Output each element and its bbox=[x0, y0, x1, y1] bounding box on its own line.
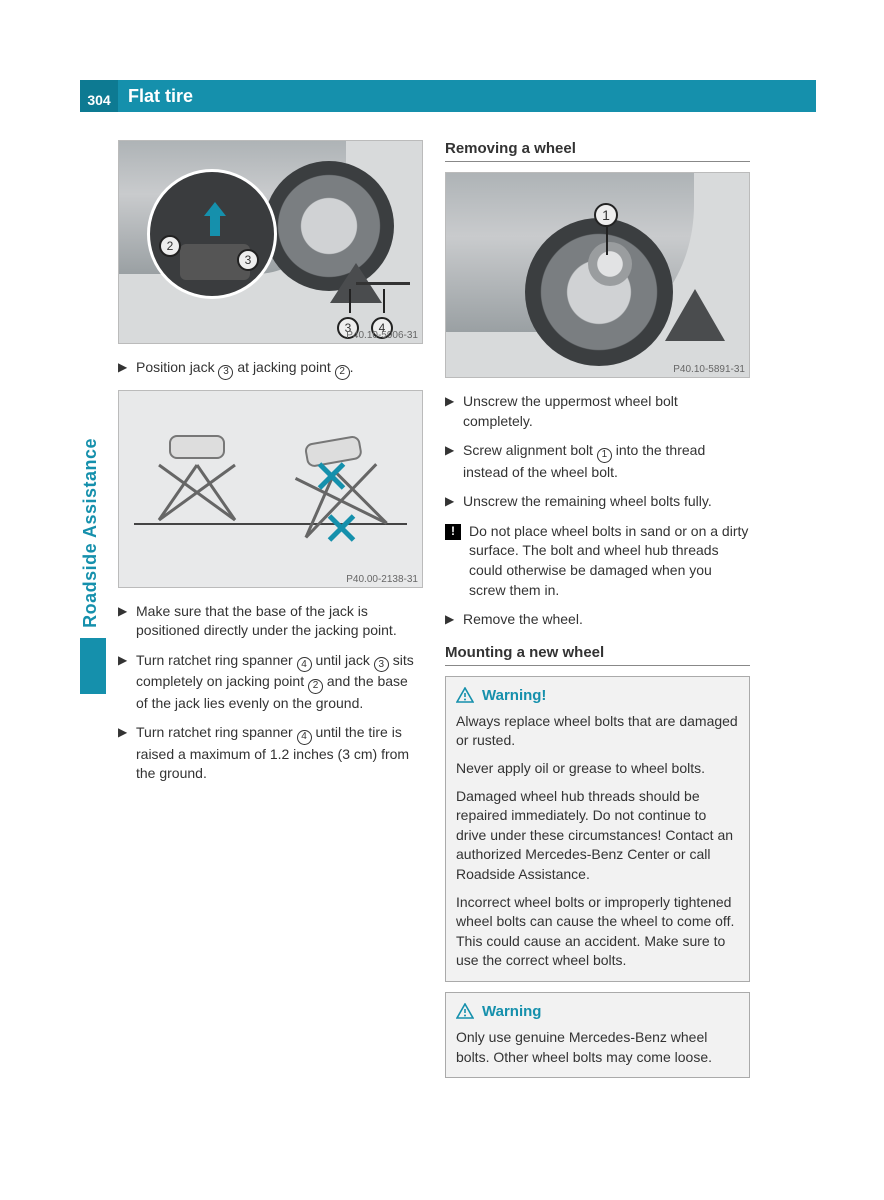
step-text: Unscrew the uppermost wheel bolt complet… bbox=[463, 392, 750, 431]
triangle-icon: ▶ bbox=[118, 723, 130, 784]
step-text: Turn ratchet ring spanner 4 until jack 3… bbox=[136, 651, 423, 714]
figure-jack-correct: P40.00-2138-31 bbox=[118, 390, 423, 588]
warning-box-2: Warning Only use genuine Mercedes-Benz w… bbox=[445, 992, 750, 1078]
step-turn-spanner-1: ▶ Turn ratchet ring spanner 4 until jack… bbox=[118, 651, 423, 714]
figure-jack-position: 2 3 3 4 P40.10-5906-31 bbox=[118, 140, 423, 344]
figure-label: P40.10-5891-31 bbox=[673, 364, 745, 375]
triangle-icon: ▶ bbox=[118, 602, 130, 641]
figure-remove-wheel: 1 P40.10-5891-31 bbox=[445, 172, 750, 378]
note-bolts-clean: ! Do not place wheel bolts in sand or on… bbox=[445, 522, 750, 600]
page-number: 304 bbox=[80, 80, 118, 112]
step-text: Remove the wheel. bbox=[463, 610, 750, 630]
warning-text: Only use genuine Mercedes-Benz wheel bol… bbox=[456, 1028, 739, 1067]
warning-icon bbox=[456, 1003, 474, 1019]
page-title: Flat tire bbox=[128, 86, 193, 107]
triangle-icon: ▶ bbox=[445, 610, 457, 630]
triangle-icon: ▶ bbox=[118, 651, 130, 714]
page-header: 304 Flat tire bbox=[80, 80, 816, 112]
figure-label: P40.00-2138-31 bbox=[346, 574, 418, 585]
exclaim-icon: ! bbox=[445, 524, 461, 540]
side-label: Roadside Assistance bbox=[80, 438, 101, 628]
callout-3a: 3 bbox=[237, 249, 259, 271]
warning-header: Warning bbox=[456, 1001, 739, 1022]
warning-title: Warning bbox=[482, 1001, 541, 1022]
step-text: Screw alignment bolt 1 into the thread i… bbox=[463, 441, 750, 482]
triangle-icon: ▶ bbox=[445, 392, 457, 431]
side-tab: Roadside Assistance bbox=[80, 438, 106, 628]
callout-1: 1 bbox=[594, 203, 618, 227]
step-base-position: ▶ Make sure that the base of the jack is… bbox=[118, 602, 423, 641]
triangle-icon: ▶ bbox=[118, 358, 130, 380]
warning-icon bbox=[456, 687, 474, 703]
heading-mounting-wheel: Mounting a new wheel bbox=[445, 644, 750, 666]
step-alignment-bolt: ▶ Screw alignment bolt 1 into the thread… bbox=[445, 441, 750, 482]
callout-2: 2 bbox=[159, 235, 181, 257]
warning-text: Incorrect wheel bolts or improperly tigh… bbox=[456, 893, 739, 971]
right-column: Removing a wheel 1 P40.10-5891-31 ▶ Unsc… bbox=[445, 140, 750, 1088]
side-tab-block bbox=[80, 638, 106, 694]
step-text: Make sure that the base of the jack is p… bbox=[136, 602, 423, 641]
note-text: Do not place wheel bolts in sand or on a… bbox=[469, 522, 750, 600]
triangle-icon: ▶ bbox=[445, 492, 457, 512]
warning-box-1: Warning! Always replace wheel bolts that… bbox=[445, 676, 750, 982]
heading-removing-wheel: Removing a wheel bbox=[445, 140, 750, 162]
step-text: Position jack 3 at jacking point 2. bbox=[136, 358, 423, 380]
step-text: Turn ratchet ring spanner 4 until the ti… bbox=[136, 723, 423, 784]
figure-label: P40.10-5906-31 bbox=[346, 330, 418, 341]
warning-text: Damaged wheel hub threads should be repa… bbox=[456, 787, 739, 885]
step-text: Unscrew the remaining wheel bolts fully. bbox=[463, 492, 750, 512]
triangle-icon: ▶ bbox=[445, 441, 457, 482]
step-unscrew-top: ▶ Unscrew the uppermost wheel bolt compl… bbox=[445, 392, 750, 431]
warning-header: Warning! bbox=[456, 685, 739, 706]
warning-title: Warning! bbox=[482, 685, 546, 706]
step-position-jack: ▶ Position jack 3 at jacking point 2. bbox=[118, 358, 423, 380]
warning-text: Always replace wheel bolts that are dama… bbox=[456, 712, 739, 751]
step-unscrew-rest: ▶ Unscrew the remaining wheel bolts full… bbox=[445, 492, 750, 512]
step-turn-spanner-2: ▶ Turn ratchet ring spanner 4 until the … bbox=[118, 723, 423, 784]
step-remove-wheel: ▶ Remove the wheel. bbox=[445, 610, 750, 630]
warning-text: Never apply oil or grease to wheel bolts… bbox=[456, 759, 739, 779]
content-area: 2 3 3 4 P40.10-5906-31 ▶ Position jack 3… bbox=[118, 140, 750, 1088]
left-column: 2 3 3 4 P40.10-5906-31 ▶ Position jack 3… bbox=[118, 140, 423, 1088]
